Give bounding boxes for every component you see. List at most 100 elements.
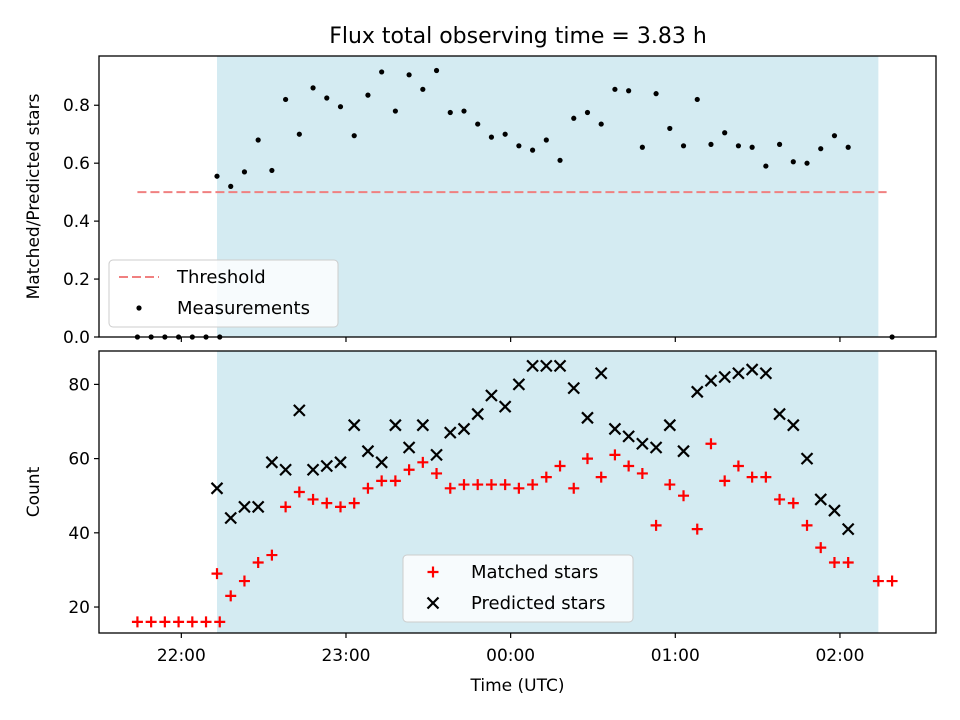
data-point xyxy=(801,519,813,531)
data-point xyxy=(623,460,635,472)
legend-label: Predicted stars xyxy=(471,593,605,614)
data-point xyxy=(214,173,220,179)
data-point xyxy=(800,452,814,465)
data-point xyxy=(392,108,398,114)
data-point xyxy=(557,157,563,163)
y-tick-label: 0.6 xyxy=(63,154,90,174)
legend-handle xyxy=(427,566,439,578)
data-point xyxy=(224,511,238,525)
data-point xyxy=(131,616,143,628)
data-point xyxy=(653,91,659,97)
y-axis-label: Count xyxy=(24,466,44,517)
data-point xyxy=(431,467,443,479)
data-point xyxy=(210,482,224,495)
data-point xyxy=(225,590,237,602)
data-point xyxy=(745,363,759,376)
data-point xyxy=(553,359,567,373)
data-point xyxy=(841,522,855,536)
data-point xyxy=(818,146,824,152)
legend-handle xyxy=(136,305,142,311)
series-predicted-stars xyxy=(210,359,855,536)
data-point xyxy=(269,167,275,174)
data-point xyxy=(529,147,536,153)
data-point xyxy=(608,422,622,436)
data-point xyxy=(787,418,800,432)
data-point xyxy=(293,486,305,498)
data-point xyxy=(498,400,512,413)
data-point xyxy=(759,366,773,380)
data-point xyxy=(568,482,580,494)
y-tick-label: 40 xyxy=(68,524,90,544)
data-point xyxy=(324,95,330,101)
legend: Threshold Measurements xyxy=(108,259,339,328)
bottom-panel-counts: 20 40 60 80 22:00 23:00 00:00 01:00 02:00 Count Ti… xyxy=(24,350,937,696)
data-point xyxy=(842,557,854,568)
data-point xyxy=(348,497,360,509)
data-point xyxy=(581,411,594,425)
data-point xyxy=(173,616,185,628)
data-point xyxy=(677,444,690,458)
data-point xyxy=(594,366,608,380)
y-axis-label: Matched/Predicted stars xyxy=(24,93,44,299)
data-point xyxy=(828,557,840,568)
legend-box xyxy=(402,554,634,623)
data-point xyxy=(774,493,786,505)
data-point xyxy=(403,464,415,476)
data-point xyxy=(488,134,495,140)
data-point xyxy=(458,479,470,491)
y-tick-label: 80 xyxy=(68,375,90,395)
data-point xyxy=(238,500,251,514)
data-point xyxy=(828,504,841,517)
data-point xyxy=(472,479,484,491)
data-point xyxy=(307,493,319,505)
data-point xyxy=(872,575,884,587)
data-point xyxy=(159,616,171,628)
data-point xyxy=(749,144,755,150)
data-point xyxy=(776,141,783,147)
data-point xyxy=(351,133,357,139)
data-point xyxy=(650,519,662,531)
data-point xyxy=(814,493,828,506)
data-point xyxy=(581,453,593,465)
data-point xyxy=(485,389,498,402)
data-point xyxy=(296,131,302,137)
data-point xyxy=(376,475,388,487)
data-point xyxy=(845,144,851,150)
data-point xyxy=(265,456,279,469)
data-point xyxy=(361,444,375,458)
y-tick-label: 0.8 xyxy=(63,96,90,116)
data-point xyxy=(145,616,157,628)
data-point xyxy=(433,67,440,74)
data-point xyxy=(389,475,401,487)
y-tick-label: 0.4 xyxy=(63,212,90,232)
top-panel-ratio: 0.0 0.2 0.4 0.6 0.8 Matched/Predicted stars Th… xyxy=(24,55,937,348)
data-point xyxy=(241,169,248,175)
data-point xyxy=(475,121,481,127)
data-point xyxy=(595,471,607,483)
data-point xyxy=(663,418,677,432)
chart-title: Flux total observing time = 3.83 h xyxy=(329,24,707,49)
data-point xyxy=(457,422,471,436)
data-point xyxy=(512,378,526,391)
legend-label: Threshold xyxy=(176,267,266,288)
data-point xyxy=(200,616,212,628)
data-point xyxy=(543,137,549,143)
data-point xyxy=(443,426,457,439)
data-point xyxy=(815,542,827,554)
data-point xyxy=(379,69,385,75)
data-point xyxy=(691,523,703,535)
x-tick-label: 01:00 xyxy=(651,646,700,666)
data-point xyxy=(420,86,426,92)
data-point xyxy=(804,160,810,166)
x-tick-label: 23:00 xyxy=(321,646,370,666)
data-point xyxy=(321,497,333,509)
data-point xyxy=(763,163,769,169)
data-point xyxy=(718,370,731,384)
data-point xyxy=(704,374,718,387)
data-point xyxy=(211,568,223,580)
data-point xyxy=(708,141,714,147)
data-point xyxy=(773,407,786,421)
data-point xyxy=(678,490,690,502)
data-point xyxy=(251,500,265,514)
